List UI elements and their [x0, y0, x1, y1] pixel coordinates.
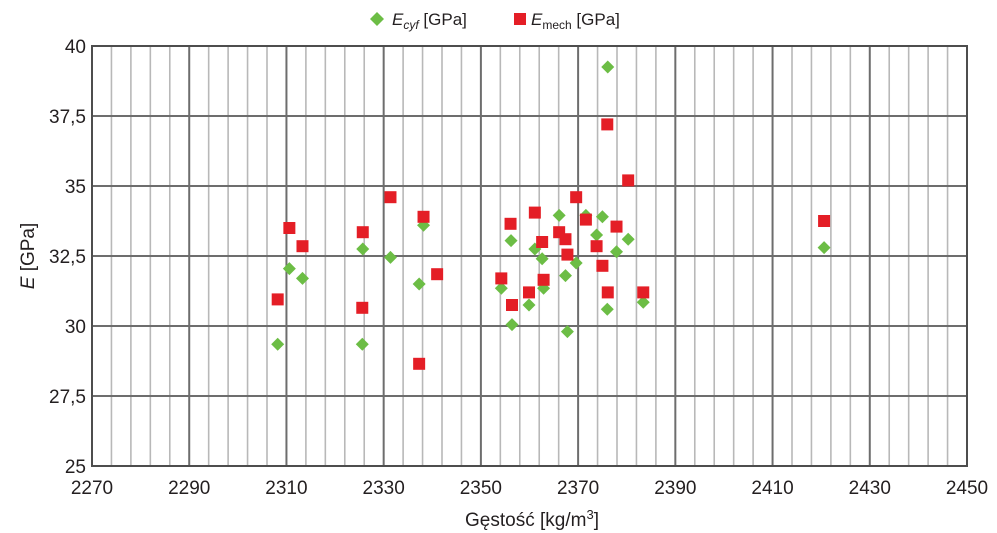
data-point-diamond — [504, 234, 518, 248]
data-point-square — [271, 293, 284, 306]
data-point-square — [384, 191, 397, 204]
data-point-square — [523, 286, 536, 299]
x-axis-tick-labels: 2270 2290 2310 2330 2350 2370 2390 2410 2430 2450 — [71, 478, 988, 499]
x-tick-label: 2310 — [265, 478, 307, 499]
data-point-diamond — [412, 277, 426, 291]
data-point-square — [506, 299, 518, 311]
data-point-square — [356, 226, 369, 239]
data-point-diamond — [282, 262, 296, 276]
data-point-square — [504, 217, 517, 230]
y-tick-label: 32,5 — [49, 247, 86, 268]
x-tick-label: 2290 — [168, 478, 210, 499]
data-point-diamond — [558, 269, 572, 283]
y-tick-label: 30 — [65, 317, 86, 338]
data-point-square — [559, 233, 572, 246]
data-point-square — [283, 222, 296, 234]
x-tick-label: 2390 — [654, 478, 696, 499]
data-point-diamond — [383, 250, 397, 264]
data-point-diamond — [505, 318, 519, 332]
y-axis-tick-labels: 25 27,5 30 32,5 35 37,5 40 — [49, 37, 86, 478]
x-tick-label: 2270 — [71, 478, 113, 499]
data-point-square — [818, 215, 831, 227]
y-tick-label: 25 — [65, 457, 86, 478]
data-point-diamond — [621, 232, 635, 246]
series-cyf — [271, 60, 831, 351]
data-point-diamond — [600, 302, 614, 316]
x-tick-label: 2350 — [460, 478, 502, 499]
data-point-square — [601, 286, 614, 299]
data-point-diamond — [494, 281, 508, 295]
data-point-square — [622, 174, 635, 187]
data-point-diamond — [355, 337, 369, 351]
data-point-square — [590, 240, 603, 253]
y-tick-label: 40 — [65, 37, 86, 58]
plot-area-frame — [91, 45, 968, 467]
x-axis-label-superscript: 3 — [586, 507, 593, 522]
data-point-diamond — [356, 242, 370, 256]
series-mech — [271, 118, 831, 370]
legend-item-ecyf: Ecyf [GPa] — [370, 10, 467, 32]
data-point-square — [596, 259, 609, 272]
x-tick-label: 2330 — [363, 478, 405, 499]
data-point-diamond — [595, 210, 609, 224]
data-point-square — [601, 118, 614, 131]
data-point-square — [537, 273, 550, 286]
y-tick-label: 35 — [65, 177, 86, 198]
legend-item-emech: Emech [GPa] — [514, 10, 620, 32]
data-point-square — [296, 240, 309, 253]
data-point-diamond — [560, 325, 574, 339]
x-axis-label: Gęstość [kg/m3] — [465, 507, 599, 531]
data-point-square — [528, 206, 541, 219]
x-tick-label: 2450 — [946, 478, 988, 499]
data-point-diamond — [636, 295, 650, 309]
data-point-square — [356, 301, 369, 314]
data-point-square — [417, 210, 430, 223]
data-point-square — [637, 286, 650, 299]
data-point-square — [495, 272, 508, 285]
data-point-square — [536, 236, 549, 248]
data-point-diamond — [271, 337, 285, 351]
data-point-square — [431, 268, 444, 281]
legend: Ecyf [GPa] Emech [GPa] — [370, 10, 620, 32]
svg-text:Ecyf [GPa]: Ecyf [GPa] — [392, 10, 467, 32]
data-point-diamond — [535, 252, 549, 266]
data-point-diamond — [817, 241, 831, 255]
data-point-square — [570, 191, 583, 204]
data-points — [271, 60, 831, 370]
data-point-diamond — [601, 60, 615, 74]
data-point-diamond — [590, 228, 604, 242]
y-tick-label: 37,5 — [49, 107, 86, 128]
data-point-square — [561, 248, 574, 261]
x-tick-label: 2370 — [557, 478, 599, 499]
x-tick-label: 2410 — [751, 478, 793, 499]
data-point-diamond — [552, 208, 566, 222]
y-axis-label: E [GPa] — [18, 223, 39, 290]
legend-diamond-marker — [370, 12, 384, 26]
svg-text:Emech [GPa]: Emech [GPa] — [531, 10, 620, 32]
major-gridlines — [91, 45, 968, 467]
data-point-square — [610, 220, 623, 233]
data-point-diamond — [295, 271, 309, 285]
data-point-diamond — [522, 298, 536, 312]
x-tick-label: 2430 — [849, 478, 891, 499]
legend-square-marker — [514, 13, 526, 25]
data-point-diamond — [610, 245, 624, 259]
y-tick-label: 27,5 — [49, 387, 86, 408]
data-point-square — [579, 213, 592, 226]
data-point-square — [413, 357, 426, 370]
